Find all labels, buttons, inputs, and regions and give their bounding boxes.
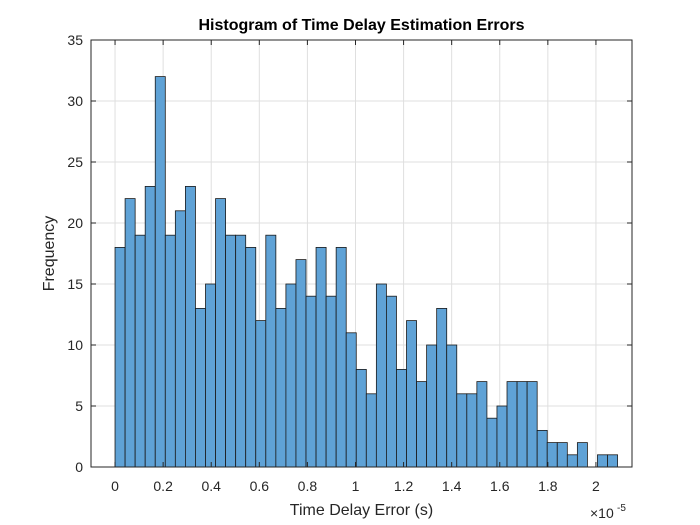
histogram-bar — [184, 185, 196, 468]
histogram-bar — [295, 259, 307, 468]
histogram-bar — [496, 405, 508, 468]
histogram-bar — [235, 234, 247, 468]
histogram-bar — [114, 246, 126, 468]
x-tick-label: 0.2 — [153, 478, 173, 494]
histogram-bar — [426, 344, 438, 468]
x-tick-label: 0 — [111, 478, 119, 494]
x-tick-label: 1.2 — [394, 478, 414, 494]
bar-layer — [114, 76, 618, 468]
histogram-bar — [396, 368, 407, 468]
histogram-bar — [516, 381, 528, 468]
histogram-bar — [446, 344, 458, 468]
x-tick-label: 0.4 — [201, 478, 221, 494]
y-tick-label: 30 — [67, 93, 83, 109]
histogram-bar — [195, 307, 206, 468]
x-axis-exponent-power: -5 — [617, 503, 626, 514]
chart-title: Histogram of Time Delay Estimation Error… — [198, 17, 524, 34]
x-tick-label: 2 — [592, 478, 600, 494]
y-tick-label: 15 — [67, 276, 83, 292]
histogram-bar — [556, 442, 568, 468]
plot-frame — [90, 39, 633, 468]
y-tick-label: 10 — [67, 337, 83, 353]
histogram-bar — [265, 234, 277, 468]
histogram-bar — [466, 393, 478, 468]
histogram-bar — [536, 429, 548, 468]
histogram-bar — [305, 295, 317, 468]
x-axis-label: Time Delay Error (s) — [290, 502, 433, 519]
x-tick-label: 1.6 — [490, 478, 510, 494]
histogram-bar — [406, 320, 417, 468]
histogram-bar — [154, 76, 166, 468]
histogram-bar — [285, 283, 297, 468]
x-tick-label: 1.4 — [442, 478, 462, 494]
histogram-bar — [225, 234, 237, 468]
y-tick-label: 5 — [75, 398, 83, 414]
x-tick-label: 0.8 — [298, 478, 318, 494]
y-axis-label: Frequency — [41, 216, 58, 292]
histogram-bar — [506, 381, 518, 468]
histogram-bar — [345, 332, 357, 468]
histogram-bar — [607, 454, 618, 468]
histogram-bar — [476, 381, 488, 468]
histogram-bar — [275, 307, 287, 468]
x-tick-label: 1 — [352, 478, 360, 494]
histogram-bar — [375, 283, 387, 468]
y-tick-label: 0 — [75, 459, 83, 475]
histogram-bar — [134, 234, 146, 468]
y-tick-label: 25 — [67, 154, 83, 170]
histogram-bar — [315, 246, 327, 468]
histogram-bar — [597, 454, 608, 468]
tick-layer: 0 0.2 0.4 0.6 0.8 1 1.2 1.4 1.6 1.8 20510152025303… — [67, 32, 632, 494]
histogram-bar — [215, 198, 227, 468]
histogram-bar — [456, 393, 468, 468]
histogram-bar — [124, 198, 136, 468]
histogram-bar — [245, 246, 257, 468]
histogram-bar — [205, 283, 216, 468]
histogram-bar — [144, 185, 156, 468]
histogram-bar — [174, 210, 186, 468]
histogram-bar — [164, 234, 176, 468]
histogram-bar — [546, 442, 558, 468]
histogram-bar — [355, 368, 367, 468]
histogram-bar — [386, 295, 397, 468]
y-tick-label: 20 — [67, 215, 83, 231]
histogram-bar — [436, 307, 448, 468]
histogram-bar — [526, 381, 538, 468]
histogram-bar — [255, 320, 267, 468]
histogram-bar — [566, 454, 578, 468]
histogram-bar — [325, 295, 337, 468]
histogram-bar — [576, 442, 588, 468]
histogram-bar — [486, 417, 498, 468]
histogram-bar — [335, 246, 347, 468]
x-tick-label: 0.6 — [250, 478, 270, 494]
x-axis-exponent: ×10 — [590, 505, 614, 521]
y-tick-label: 35 — [67, 32, 83, 48]
histogram-bar — [365, 393, 377, 468]
histogram-bar — [416, 381, 428, 468]
x-tick-label: 1.8 — [538, 478, 558, 494]
